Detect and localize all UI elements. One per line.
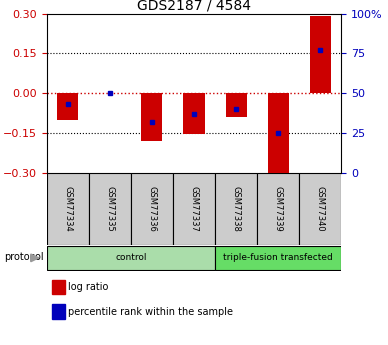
Bar — [52, 304, 66, 319]
Title: GDS2187 / 4584: GDS2187 / 4584 — [137, 0, 251, 13]
Text: protocol: protocol — [4, 252, 43, 262]
Text: GSM77335: GSM77335 — [105, 186, 114, 231]
Text: percentile rank within the sample: percentile rank within the sample — [68, 307, 233, 317]
Bar — [173, 172, 215, 245]
Bar — [310, 17, 331, 93]
Text: GSM77336: GSM77336 — [147, 186, 156, 231]
Bar — [184, 93, 204, 134]
Bar — [131, 172, 173, 245]
Bar — [47, 246, 215, 269]
Bar — [268, 93, 289, 174]
Text: triple-fusion transfected: triple-fusion transfected — [223, 253, 333, 263]
Bar — [215, 172, 257, 245]
Bar — [225, 93, 247, 117]
Bar — [299, 172, 341, 245]
Text: control: control — [115, 253, 147, 263]
Text: GSM77334: GSM77334 — [63, 186, 72, 231]
Bar — [47, 172, 89, 245]
Bar — [89, 172, 131, 245]
Bar — [215, 246, 341, 269]
Bar — [57, 93, 78, 120]
Bar — [52, 280, 66, 294]
Text: GSM77340: GSM77340 — [316, 186, 325, 231]
Bar — [257, 172, 299, 245]
Text: GSM77337: GSM77337 — [189, 186, 199, 231]
Bar — [141, 93, 163, 141]
Text: GSM77338: GSM77338 — [232, 186, 241, 231]
Text: log ratio: log ratio — [68, 282, 108, 292]
Text: GSM77339: GSM77339 — [274, 186, 283, 231]
